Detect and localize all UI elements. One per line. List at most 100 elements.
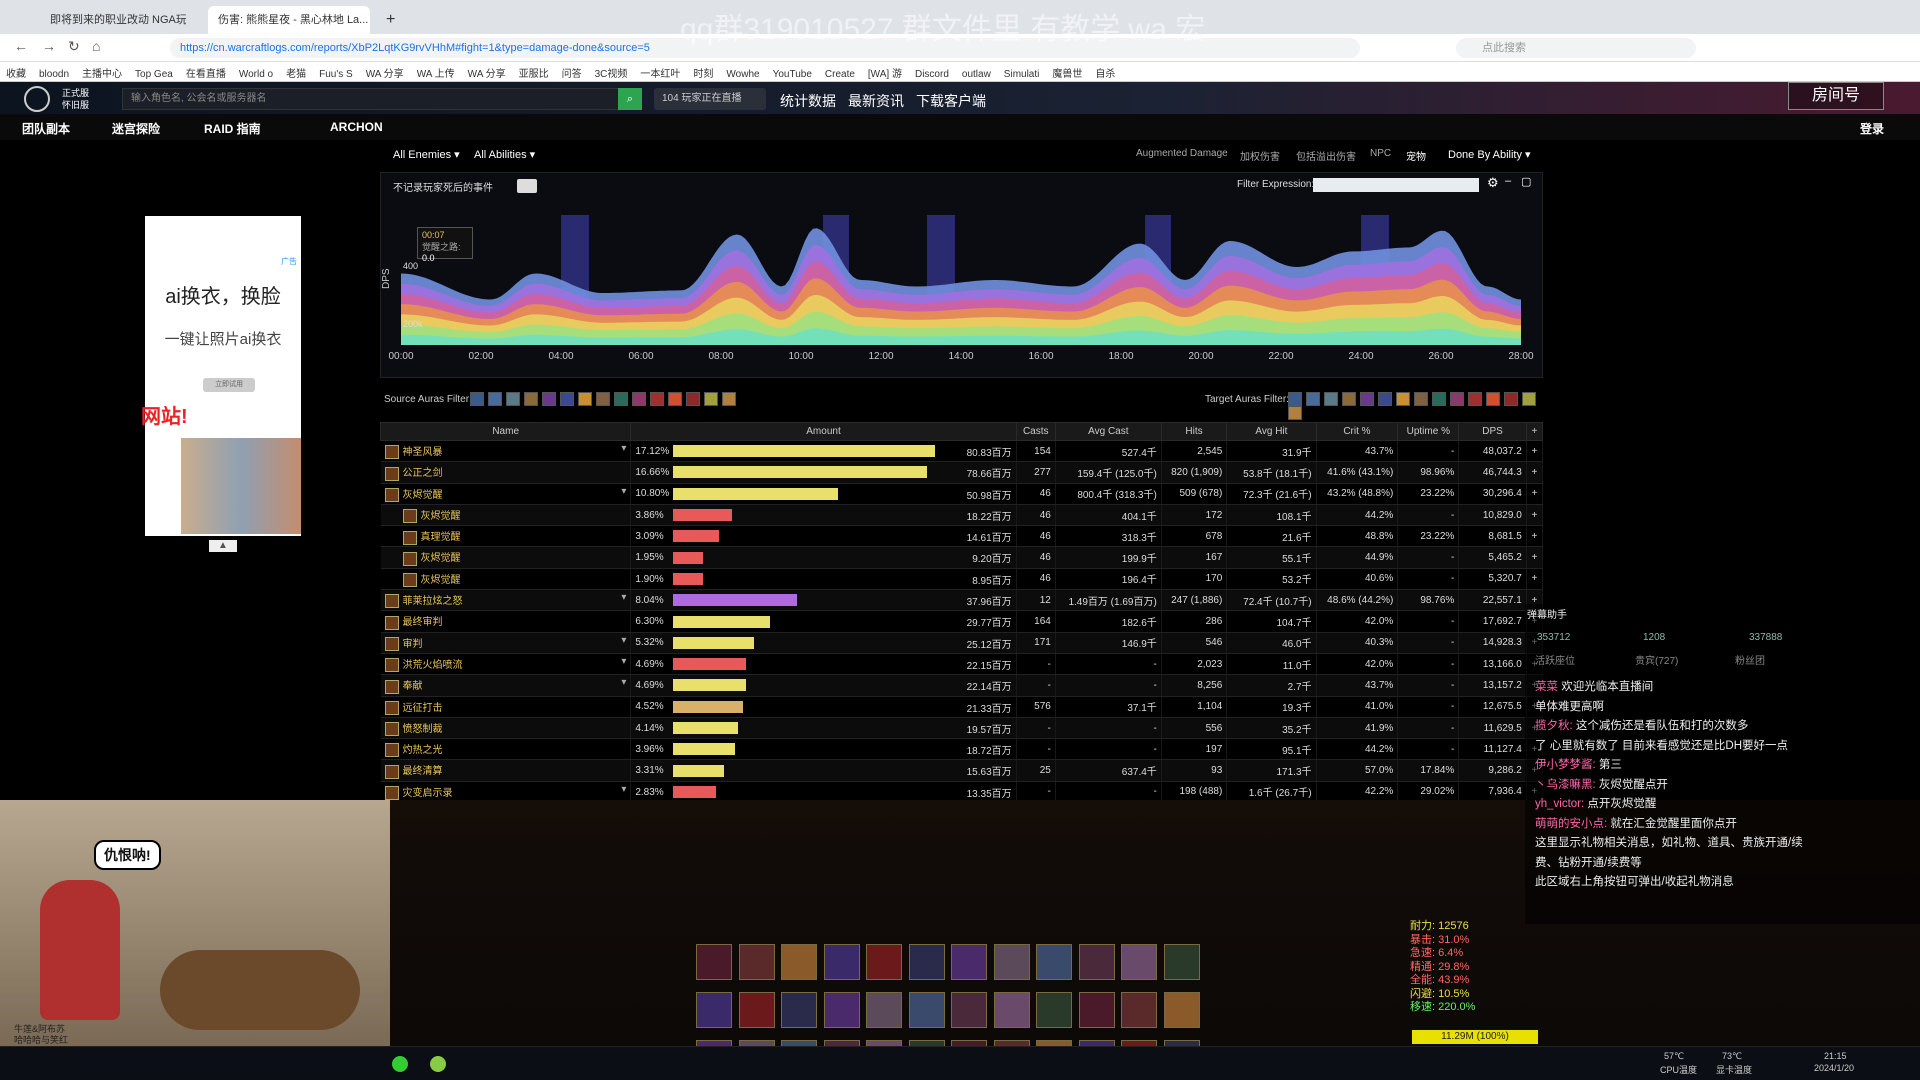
bookmark-item[interactable]: 3C视频 (594, 69, 628, 80)
add-icon[interactable]: + (1526, 546, 1544, 569)
source-aura-icon[interactable] (632, 392, 646, 406)
ability-name[interactable]: 审判 (402, 638, 423, 650)
bookmark-item[interactable]: World o (238, 69, 274, 80)
filter-expression-input[interactable] (1313, 178, 1479, 192)
target-aura-icon[interactable] (1468, 392, 1482, 406)
action-bar-slot[interactable] (1121, 992, 1157, 1028)
ability-row[interactable]: 灰烬觉醒 3.86% 18.22百万 46 404.1千 172 108.1千 44.2% -1… (380, 504, 1544, 527)
ability-name-cell[interactable]: 洪荒火焰喷流 ▾ (380, 653, 632, 676)
action-bar-slot[interactable] (781, 944, 817, 980)
action-bar-slot[interactable] (866, 992, 902, 1028)
ability-name[interactable]: 洪荒火焰喷流 (402, 659, 463, 671)
action-bar-slot[interactable] (1121, 944, 1157, 980)
bookmark-item[interactable]: Create (824, 69, 855, 80)
source-aura-icon[interactable] (722, 392, 736, 406)
ability-name[interactable]: 菲莱拉炫之怒 (402, 596, 463, 608)
bookmark-item[interactable]: 亚服比 (518, 69, 549, 80)
ability-name-cell[interactable]: 远征打击 (380, 696, 632, 718)
ability-row[interactable]: 最终清算 3.31% 15.63百万 25 637.4千 93 171.3千 57.0% 17.… (380, 759, 1544, 782)
action-bar-slot[interactable] (1163, 944, 1200, 980)
source-aura-icon[interactable] (578, 392, 592, 406)
action-bar-slot[interactable] (781, 992, 817, 1028)
bookmark-item[interactable]: Discord (914, 69, 949, 80)
ability-name-cell[interactable]: 真理觉醒 (380, 525, 632, 548)
wcl-logo-icon[interactable] (24, 86, 50, 112)
bookmark-item[interactable]: YouTube (772, 69, 812, 80)
bookmark-item[interactable]: [WA] 游 (867, 69, 902, 80)
action-bar-slot[interactable] (1078, 944, 1115, 980)
reload-icon[interactable]: ↻ (68, 38, 80, 54)
bookmark-item[interactable]: WA 分享 (365, 69, 404, 80)
ad-collapse-icon[interactable]: ▲ (209, 540, 237, 552)
source-aura-icon[interactable] (542, 392, 556, 406)
ability-name-cell[interactable]: 最终审判 (380, 610, 632, 633)
enemies-filter[interactable]: All Enemies ▾ (393, 149, 460, 161)
abilities-filter[interactable]: All Abilities ▾ (474, 149, 536, 161)
death-filter-select[interactable]: 不记录玩家死后的事件 (393, 183, 493, 194)
nav-raids[interactable]: 团队副本 (22, 122, 71, 136)
ability-row[interactable]: 灾变启示录 ▾ 2.83% 13.35百万 - -198 (488) 1.6千 (26.7千… (380, 781, 1544, 804)
login-link[interactable]: 登录 (1860, 122, 1885, 136)
ad-cta-button[interactable]: 立即试用 (203, 378, 255, 392)
app-icon-2[interactable] (430, 1056, 446, 1072)
expand-icon[interactable]: ▾ (621, 485, 627, 497)
ability-row[interactable]: 愤怒制裁 4.14% 19.57百万 - -556 35.2千 41.9% -11,629.5… (380, 717, 1544, 740)
ability-name-cell[interactable]: 灰烬觉醒 (380, 504, 632, 527)
ability-name-cell[interactable]: 灰烬觉醒 (380, 568, 632, 591)
ability-name[interactable]: 远征打击 (402, 702, 443, 714)
ability-name[interactable]: 灰烬觉醒 (420, 510, 461, 522)
ability-row[interactable]: 远征打击 4.52% 21.33百万 576 37.1千 1,104 19.3千 41.0% -… (380, 696, 1544, 718)
chat-tab-active[interactable]: 活跃座位 (1535, 656, 1575, 667)
home-icon[interactable]: ⌂ (92, 38, 101, 54)
add-icon[interactable]: + (1526, 504, 1544, 527)
ability-name-cell[interactable]: 奉献 ▾ (380, 674, 632, 697)
column-header[interactable]: Amount (630, 422, 1017, 441)
view-augmented[interactable]: Augmented Damage (1136, 148, 1228, 159)
column-header[interactable]: Casts (1015, 422, 1056, 441)
browser-search-input[interactable]: 点此搜索 (1456, 38, 1696, 58)
action-bar-slot[interactable] (738, 944, 775, 980)
region-live-checkbox[interactable]: 正式服 (62, 88, 90, 98)
target-aura-icon[interactable] (1342, 392, 1356, 406)
target-aura-icon[interactable] (1378, 392, 1392, 406)
bookmark-item[interactable]: WA 上传 (416, 69, 455, 80)
expand-icon[interactable]: ▾ (621, 677, 627, 689)
source-aura-icon[interactable] (596, 392, 610, 406)
minimize-icon[interactable]: – (1505, 175, 1512, 187)
column-header[interactable]: DPS (1458, 422, 1527, 441)
ability-name-cell[interactable]: 愤怒制裁 (380, 717, 632, 740)
target-aura-icon[interactable] (1414, 392, 1428, 406)
action-bar-slot[interactable] (1078, 992, 1115, 1028)
ability-name-cell[interactable]: 神圣风暴 ▾ (380, 440, 632, 463)
new-tab-icon[interactable]: + (386, 11, 396, 28)
ability-row[interactable]: 灼热之光 3.96% 18.72百万 - -197 95.1千 44.2% -11,127.4… (380, 738, 1544, 761)
ability-name[interactable]: 灾变启示录 (402, 787, 453, 799)
bookmark-item[interactable]: Simulati (1003, 69, 1040, 80)
app-icon-1[interactable] (392, 1056, 408, 1072)
ability-row[interactable]: 公正之剑 16.66% 78.66百万 277 159.4千 (125.0千) 820 (… (380, 461, 1544, 484)
bookmark-item[interactable]: 问答 (561, 69, 582, 80)
nav-news[interactable]: 最新资讯 (848, 93, 904, 109)
chat-tab-vip[interactable]: 贵宾(727) (1635, 656, 1679, 667)
target-aura-icon[interactable] (1288, 392, 1302, 406)
bookmark-item[interactable]: outlaw (961, 69, 991, 80)
ability-name[interactable]: 公正之剑 (402, 468, 443, 480)
action-bar-slot[interactable] (951, 944, 987, 980)
bookmark-item[interactable]: Top Gea (135, 69, 173, 80)
source-aura-icon[interactable] (686, 392, 700, 406)
region-classic-checkbox[interactable]: 怀旧服 (62, 100, 90, 110)
bookmark-item[interactable]: 在看直播 (185, 69, 226, 80)
ability-name-cell[interactable]: 灰烬觉醒 ▾ (380, 483, 632, 505)
bookmark-item[interactable]: 收藏 (6, 69, 26, 80)
column-header[interactable]: Avg Hit (1226, 422, 1317, 441)
dps-graph[interactable]: 00:00 02:00 04:00 06:00 08:00 10:00 12:00 14:00… (381, 197, 1542, 377)
done-by-select[interactable]: Done By Ability ▾ (1448, 149, 1531, 161)
target-aura-icon[interactable] (1288, 406, 1302, 420)
action-bar-slot[interactable] (696, 992, 732, 1028)
view-weighted[interactable]: 加权伤害 (1240, 152, 1280, 163)
nav-download[interactable]: 下载客户端 (916, 93, 986, 109)
ability-name[interactable]: 灰烬觉醒 (420, 574, 461, 586)
source-aura-icon[interactable] (650, 392, 664, 406)
target-aura-icon[interactable] (1504, 392, 1518, 406)
target-aura-icon[interactable] (1450, 392, 1464, 406)
